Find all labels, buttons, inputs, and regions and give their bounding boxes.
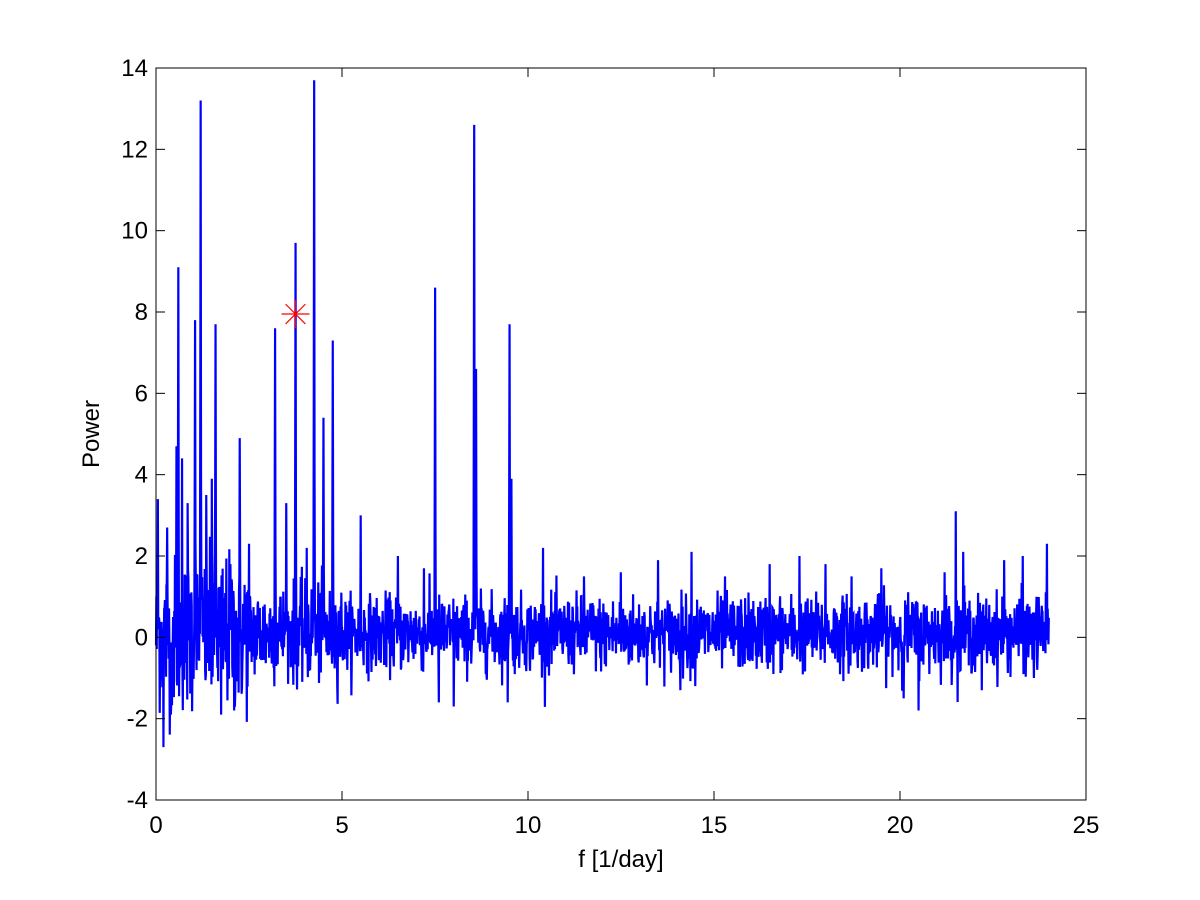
x-tick-label: 0 [149,812,162,839]
x-tick-label: 20 [887,812,914,839]
y-tick-label: 8 [135,299,148,326]
x-tick-label: 15 [701,812,728,839]
y-tick-label: 10 [121,218,148,245]
plot-area [156,68,1086,800]
y-tick-label: 6 [135,380,148,407]
plot-frame [155,67,1087,801]
marker-layer [281,300,310,329]
series-layer [154,80,1050,748]
x-tick-label: 5 [335,812,348,839]
x-axis: 0 5 10 15 20 25 [149,68,1099,839]
y-tick-label: -2 [127,706,148,733]
y-tick-label: 0 [135,624,148,651]
series-line [154,80,1050,748]
y-tick-label: 12 [121,136,148,163]
y-axis-label: Power [78,400,105,468]
y-axis: -4 -2 0 2 4 6 8 10 12 14 [121,55,1086,814]
peak-marker [281,300,310,329]
y-tick-label: -4 [127,787,148,814]
x-axis-label: f [1/day] [578,846,663,873]
y-tick-label: 14 [121,55,148,82]
x-tick-label: 25 [1073,812,1100,839]
x-tick-label: 10 [515,812,542,839]
y-tick-label: 4 [135,462,148,489]
y-tick-label: 2 [135,543,148,570]
